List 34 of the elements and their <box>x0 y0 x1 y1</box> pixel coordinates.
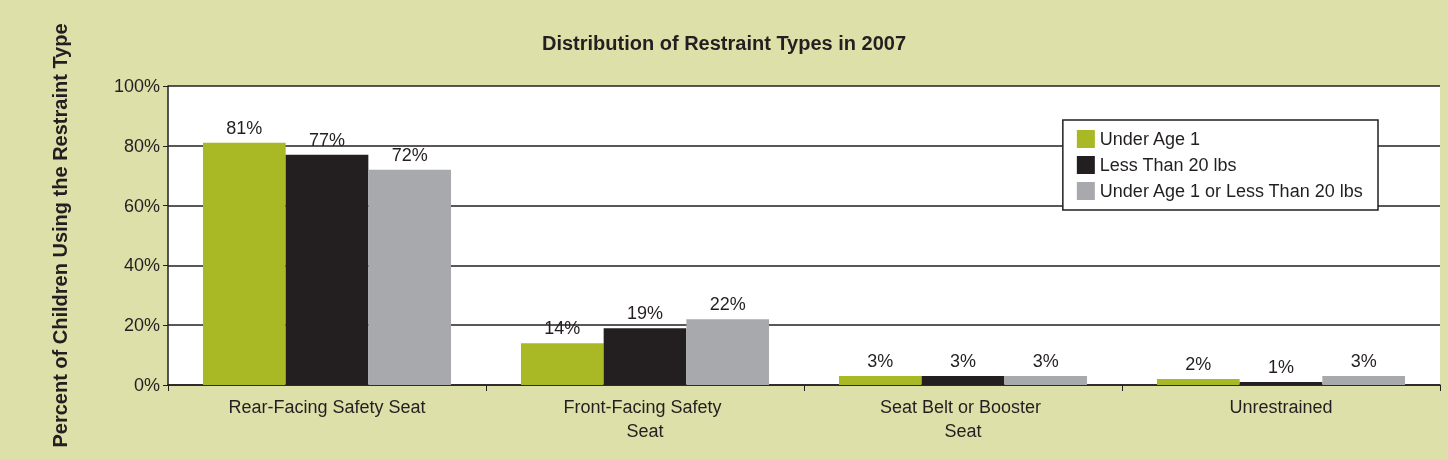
bar <box>1156 379 1240 385</box>
data-label: 1% <box>1267 357 1295 378</box>
data-label: 81% <box>226 117 263 138</box>
data-label: 2% <box>1185 354 1212 375</box>
legend-label: Under Age 1 <box>1099 129 1200 149</box>
chart-title: Distribution of Restraint Types in 2007 <box>541 32 907 54</box>
legend-label: Under Age 1 or Less Than 20 lbs <box>1099 181 1363 201</box>
data-label: 72% <box>391 144 428 165</box>
bar <box>1004 376 1088 385</box>
x-tick-label: Seat Belt or Booster Seat <box>879 397 1047 441</box>
y-tick-label: 20% <box>123 315 160 336</box>
y-tick-label: 100% <box>113 76 160 96</box>
x-tick-label: Unrestrained <box>1229 397 1333 417</box>
data-label: 22% <box>709 294 746 315</box>
bar <box>838 376 922 385</box>
data-label: 3% <box>1032 351 1059 372</box>
bar <box>686 319 770 385</box>
bar <box>1322 376 1406 385</box>
data-label: 77% <box>308 129 346 150</box>
y-tick-label: 0% <box>133 375 160 395</box>
bar <box>368 169 452 385</box>
x-tick-label: Front-Facing Safety Seat <box>563 397 727 441</box>
y-tick-label: 60% <box>123 195 160 216</box>
bar <box>520 343 604 385</box>
y-axis-title: Percent of Children Using the Restraint Type <box>49 23 71 448</box>
data-label: 19% <box>626 303 664 324</box>
data-label: 3% <box>867 351 894 372</box>
data-label: 3% <box>1350 351 1377 372</box>
x-tick-label: Rear-Facing Safety Seat <box>228 397 426 417</box>
bar <box>202 142 286 385</box>
data-label: 3% <box>949 351 977 372</box>
y-tick-label: 40% <box>123 255 160 276</box>
legend-label: Less Than 20 lbs <box>1099 155 1237 175</box>
y-tick-label: 80% <box>123 135 160 156</box>
